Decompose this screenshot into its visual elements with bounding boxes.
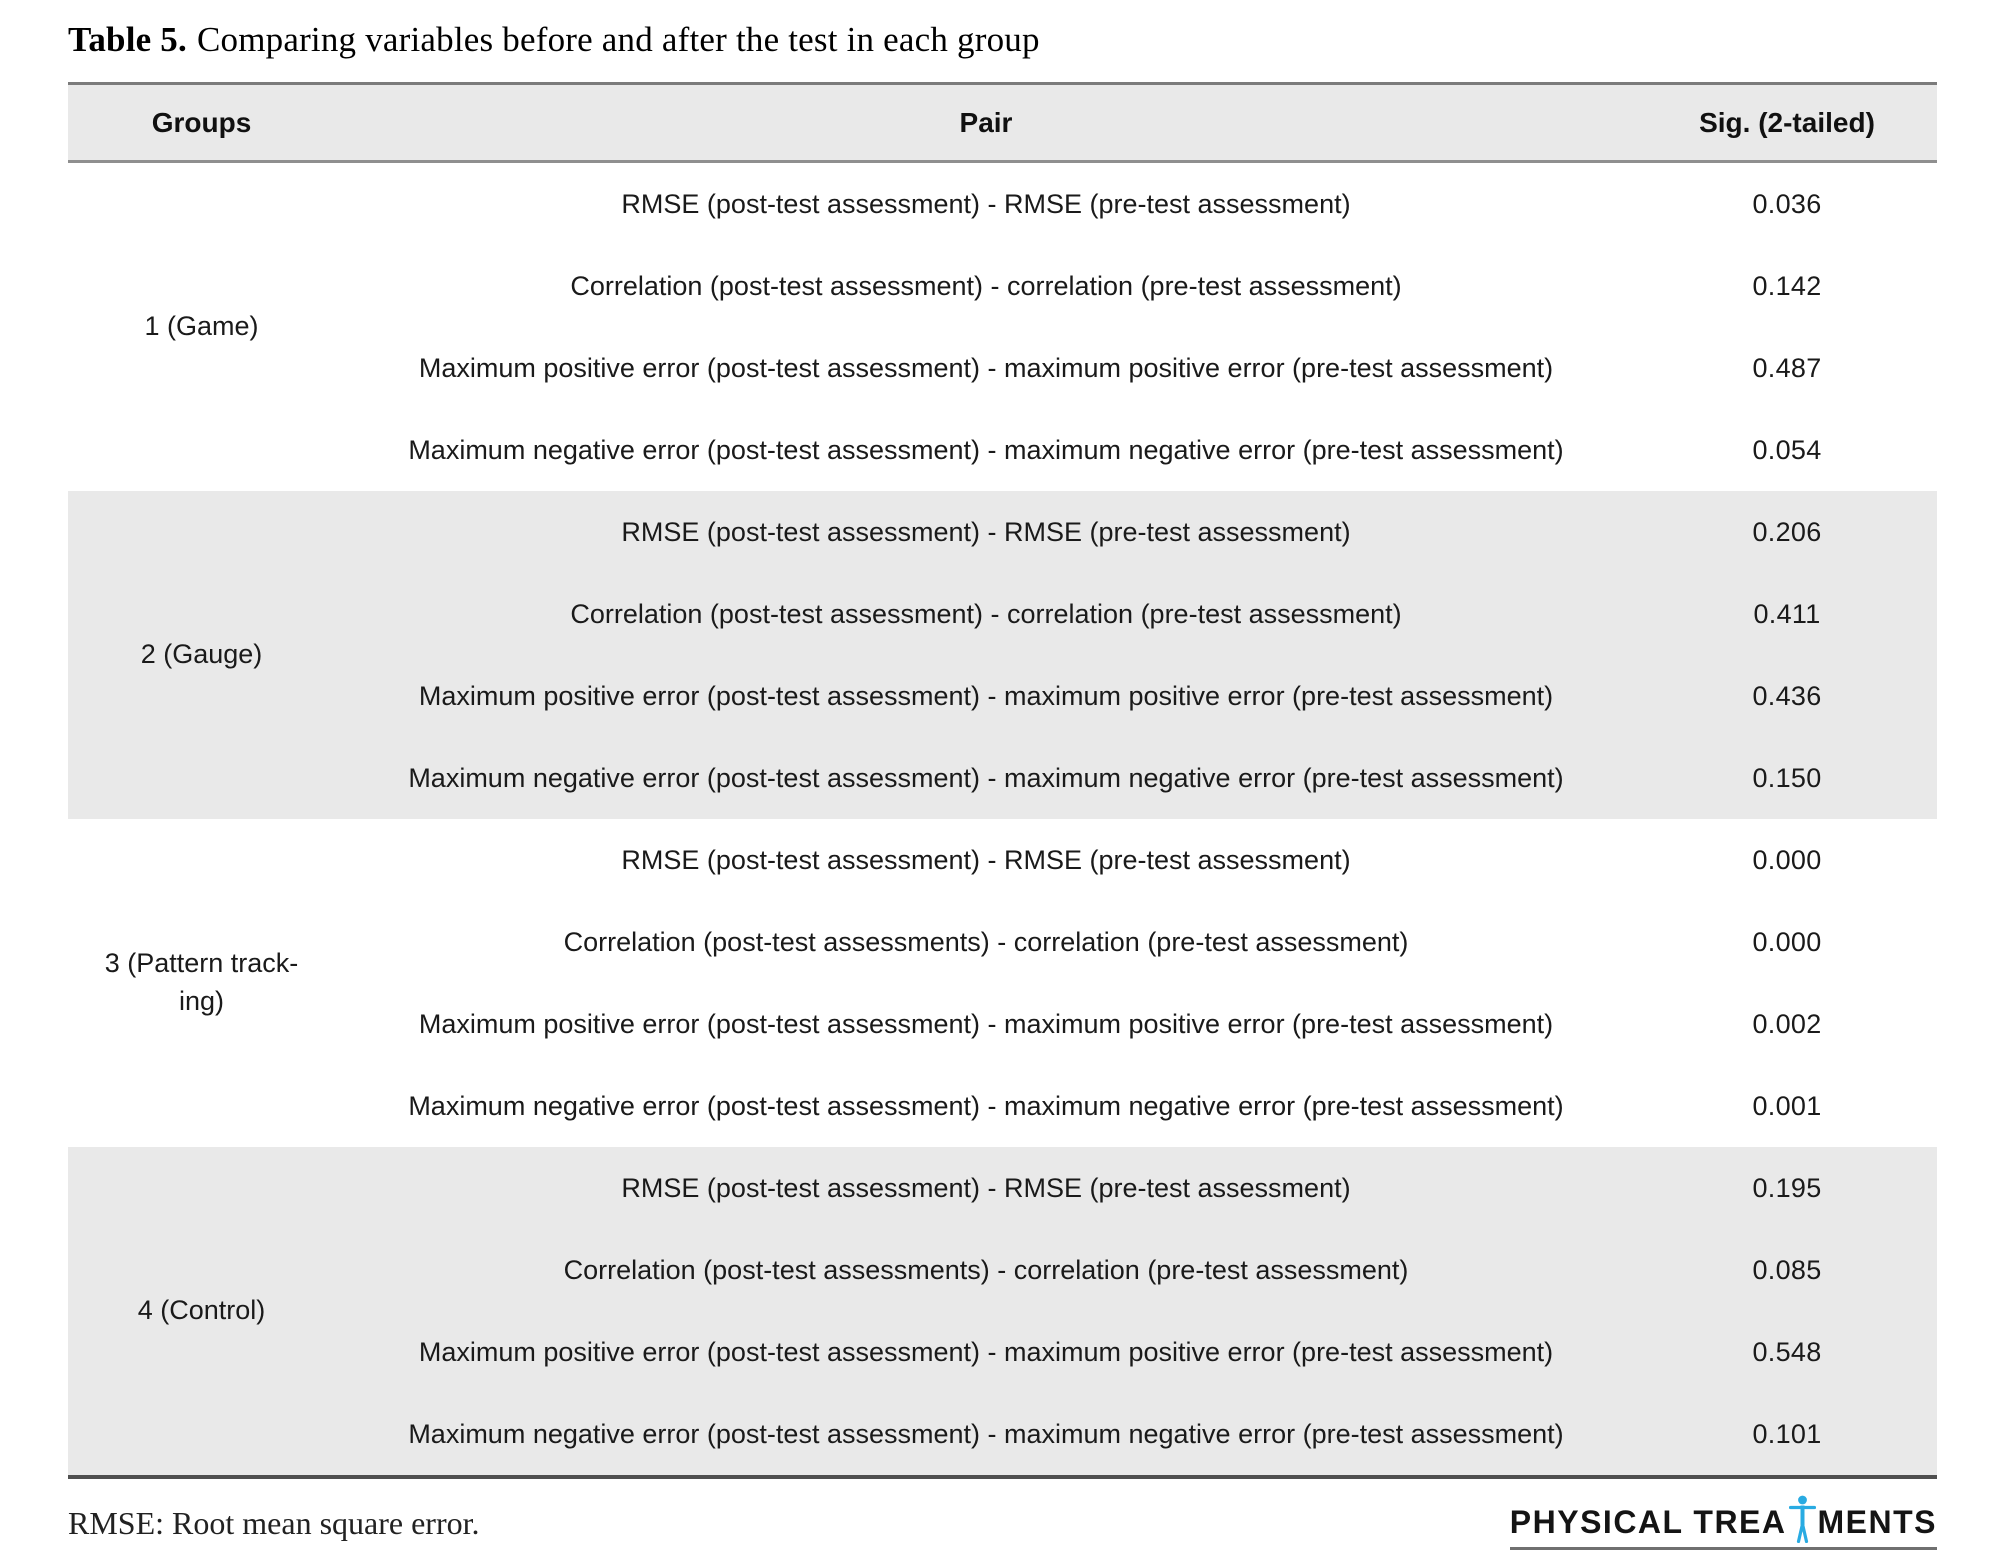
table-footnote: RMSE: Root mean square error. (68, 1505, 480, 1541)
sig-cell: 0.000 (1752, 926, 1822, 957)
sig-cell: 0.195 (1752, 1172, 1822, 1203)
pair-cell: RMSE (post-test assessment) - RMSE (pre-… (621, 1172, 1351, 1203)
table-row: Correlation (post-test assessment) - cor… (68, 573, 1937, 655)
table-row: Maximum positive error (post-test assess… (68, 983, 1937, 1065)
logo-text-left: PHYSICAL TREA (1509, 1504, 1787, 1540)
group-label-pattern-tracking: 3 (Pattern track- ing) (104, 948, 299, 1016)
table-row: Correlation (post-test assessment) - cor… (68, 245, 1937, 327)
sig-cell: 0.002 (1752, 1008, 1822, 1039)
header-row: Groups Pair Sig. (2-tailed) (68, 83, 1937, 163)
pair-cell: Maximum negative error (post-test assess… (408, 762, 1564, 793)
group-section-gauge: 2 (Gauge) RMSE (post-test assessment) - … (68, 491, 1937, 819)
table-row: Maximum positive error (post-test assess… (68, 327, 1937, 409)
pair-cell: Maximum negative error (post-test assess… (408, 1090, 1564, 1121)
pair-cell: RMSE (post-test assessment) - RMSE (pre-… (621, 844, 1351, 875)
header-sig: Sig. (2-tailed) (1637, 83, 1937, 163)
table-row: 4 (Control) RMSE (post-test assessment) … (68, 1147, 1937, 1326)
sig-cell: 0.206 (1752, 516, 1822, 547)
table-row: Correlation (post-test assessments) - co… (68, 1229, 1937, 1311)
header-pair: Pair (335, 83, 1637, 163)
sig-cell: 0.150 (1752, 762, 1822, 793)
group-section-control: 4 (Control) RMSE (post-test assessment) … (68, 1147, 1937, 1477)
pair-cell: Correlation (post-test assessments) - co… (563, 926, 1409, 957)
pair-cell: Maximum positive error (post-test assess… (418, 1336, 1554, 1367)
table-row: 3 (Pattern track- ing) RMSE (post-test a… (68, 819, 1937, 1017)
sig-cell: 0.085 (1752, 1254, 1822, 1285)
table-row: 2 (Gauge) RMSE (post-test assessment) - … (68, 491, 1937, 670)
sig-cell: 0.036 (1752, 188, 1822, 219)
group-label-gauge: 2 (Gauge) (140, 639, 263, 670)
footer: RMSE: Root mean square error. PHYSICAL T… (68, 1495, 1937, 1550)
pair-cell: RMSE (post-test assessment) - RMSE (pre-… (621, 188, 1351, 219)
table-header: Groups Pair Sig. (2-tailed) (68, 83, 1937, 163)
table-row: Correlation (post-test assessments) - co… (68, 901, 1937, 983)
header-groups: Groups (68, 83, 335, 163)
group-section-game: 1 (Game) RMSE (post-test assessment) - R… (68, 161, 1937, 491)
table-row: Maximum negative error (post-test assess… (68, 737, 1937, 819)
table-row: Maximum negative error (post-test assess… (68, 409, 1937, 491)
table-row: Maximum positive error (post-test assess… (68, 655, 1937, 737)
sig-cell: 0.000 (1752, 844, 1822, 875)
sig-cell: 0.411 (1753, 598, 1821, 629)
table-title: Table 5. Comparing variables before and a… (68, 20, 1940, 60)
pair-cell: Maximum positive error (post-test assess… (418, 680, 1554, 711)
sig-cell: 0.487 (1752, 352, 1822, 383)
table-row: 1 (Game) RMSE (post-test assessment) - R… (68, 162, 1937, 342)
sig-cell: 0.436 (1752, 680, 1822, 711)
person-icon (1788, 1495, 1816, 1543)
pair-cell: Correlation (post-test assessment) - cor… (570, 598, 1402, 629)
pair-cell: Maximum negative error (post-test assess… (408, 434, 1564, 465)
pair-cell: Correlation (post-test assessments) - co… (563, 1254, 1409, 1285)
table-row: Maximum positive error (post-test assess… (68, 1311, 1937, 1393)
sig-cell: 0.142 (1752, 270, 1822, 301)
sig-cell: 0.548 (1752, 1336, 1822, 1367)
group-label-game: 1 (Game) (144, 311, 259, 342)
physical-treatments-logo: PHYSICAL TREA MENTS (1509, 1495, 1937, 1550)
comparison-table: Groups Pair Sig. (2-tailed) 1 (Game) RMS… (68, 82, 1937, 1479)
pair-cell: Correlation (post-test assessment) - cor… (570, 270, 1402, 301)
pair-cell: Maximum negative error (post-test assess… (408, 1418, 1564, 1449)
sig-cell: 0.001 (1752, 1090, 1822, 1121)
pair-cell: Maximum positive error (post-test assess… (418, 352, 1554, 383)
sig-cell: 0.054 (1752, 434, 1822, 465)
pair-cell: Maximum positive error (post-test assess… (418, 1008, 1554, 1039)
sig-cell: 0.101 (1752, 1418, 1822, 1449)
group-section-pattern-tracking: 3 (Pattern track- ing) RMSE (post-test a… (68, 819, 1937, 1147)
table-title-label: Table 5. (68, 20, 187, 59)
table-row: Maximum negative error (post-test assess… (68, 1065, 1937, 1147)
table-row: Maximum negative error (post-test assess… (68, 1393, 1937, 1477)
group-label-control: 4 (Control) (137, 1295, 266, 1326)
logo-text-right: MENTS (1817, 1504, 1937, 1540)
table-title-text: Comparing variables before and after the… (196, 20, 1040, 59)
pair-cell: RMSE (post-test assessment) - RMSE (pre-… (621, 516, 1351, 547)
